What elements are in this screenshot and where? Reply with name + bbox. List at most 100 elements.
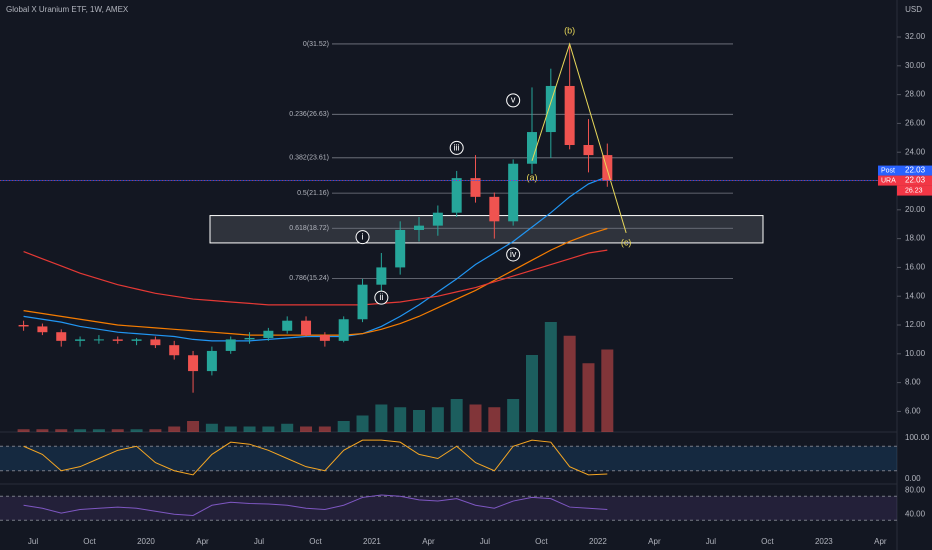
candle-body [225,339,236,351]
fib-label: 0.618(18.72) [289,225,329,232]
price-tag [878,165,932,176]
candle-body [602,155,613,181]
volume-bar [130,429,143,432]
chart-title: Global X Uranium ETF, 1W, AMEX [6,5,129,14]
candle-body [451,178,462,213]
y-tick-label: 0.00 [905,474,921,483]
zone [209,215,764,244]
volume-bar [243,426,256,432]
x-tick-label: Oct [309,537,322,546]
y-tick-label: 26.00 [905,119,926,128]
candle-body [37,326,48,333]
candle-body [357,284,368,320]
volume-bar [111,429,124,432]
candle-body [263,330,274,338]
x-tick-label: Apr [874,537,887,546]
wave-label: (c) [621,237,632,247]
band-fill [0,446,897,471]
price-tag-value: 22.03 [905,176,926,185]
x-tick-label: Jul [28,537,38,546]
volume-bar [55,429,68,432]
volume-bar [544,322,557,432]
volume-bar [563,335,576,432]
volume-bar [601,349,614,432]
y-tick-label: 10.00 [905,349,926,358]
x-tick-label: Apr [196,537,209,546]
wave-label: ii [379,292,383,302]
indicator-line [23,494,608,517]
x-tick-label: Oct [535,537,548,546]
volume-bar [149,429,162,432]
fib-label: 0.236(26.63) [289,111,329,118]
candle-body [526,132,537,164]
y-tick-label: 24.00 [905,147,926,156]
volume-bar [168,426,181,432]
wave-label: (b) [564,26,575,36]
candle-body [319,335,330,341]
candle-body [376,267,387,285]
candle-body [56,332,67,341]
wave-circle [374,290,389,305]
candle-body [508,163,519,222]
x-tick-label: Jul [254,537,264,546]
candle-body [432,212,443,226]
x-tick-label: Oct [83,537,96,546]
y-tick-label: 14.00 [905,291,926,300]
volume-bar [582,363,595,432]
volume-bar [262,426,275,432]
wave-circle [506,93,521,108]
fib-label: 0.382(23.61) [289,155,329,162]
wave-circle [506,247,521,262]
fib-label: 0.786(15.24) [289,275,329,282]
volume-bar [36,429,49,432]
wave-line [531,42,627,233]
x-tick-label: 2021 [363,537,381,546]
fib-label: 0.5(21.16) [297,190,329,197]
candle-body [583,145,594,156]
moving-average [23,227,608,336]
volume-bar [205,423,218,432]
volume-bar [224,426,237,432]
price-tag-value: 22.03 [905,166,926,175]
countdown-tag [897,185,932,196]
volume-bar [337,421,350,432]
countdown: 26.23 [905,187,923,194]
volume-bar [281,423,294,432]
y-tick-label: 100.00 [905,433,930,442]
candle-body [150,339,161,346]
candle-body [169,345,180,356]
volume-bar [507,399,520,432]
wave-label: iii [454,142,460,152]
volume-bar [469,404,482,432]
candle-body [338,319,349,341]
volume-bar [450,399,463,432]
wave-circle [449,140,464,155]
candle-body [93,339,104,341]
y-tick-label: 18.00 [905,234,926,243]
indicator-line [23,439,608,476]
y-tick-label: 8.00 [905,378,921,387]
candle-body [206,350,217,372]
candle-body [470,178,481,197]
x-tick-label: Apr [422,537,435,546]
volume-bar [300,426,313,432]
wave-label: iv [510,249,517,259]
volume-bar [394,407,407,432]
wave-label: (a) [526,173,537,183]
x-tick-label: 2020 [137,537,155,546]
volume-bar [187,421,200,432]
y-tick-label: 16.00 [905,263,926,272]
moving-average [23,176,608,342]
y-tick-label: 20.00 [905,205,926,214]
wave-label: i [362,232,364,242]
candle-body [18,325,29,327]
fib-label: 0(31.52) [303,41,329,48]
x-tick-label: Oct [761,537,774,546]
candle-body [489,196,500,222]
moving-average [23,249,608,306]
price-tag-name: Post [881,167,895,174]
candle-body [395,229,406,268]
x-tick-label: 2023 [815,537,833,546]
volume-bar [488,407,501,432]
